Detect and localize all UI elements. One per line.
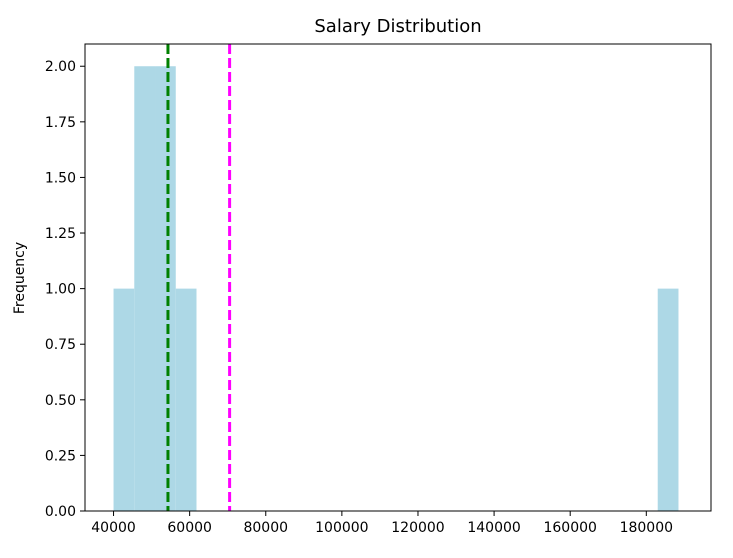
reference-lines-group xyxy=(166,44,232,511)
y-tick-label: 0.50 xyxy=(45,393,76,409)
x-tick-label: 80000 xyxy=(243,520,288,536)
x-tick-label: 160000 xyxy=(543,520,596,536)
y-tick-label: 0.75 xyxy=(45,337,76,353)
chart-title: Salary Distribution xyxy=(314,16,481,37)
x-tick-label: 120000 xyxy=(391,520,444,536)
y-tick-label: 1.75 xyxy=(45,115,76,131)
histogram-bar-4 xyxy=(657,288,679,511)
x-tick-label: 40000 xyxy=(91,520,136,536)
y-tick-label: 0.00 xyxy=(45,504,76,520)
y-tick-label: 1.00 xyxy=(45,282,76,298)
y-axis: 0.00 0.25 0.50 0.75 1.00 1.25 1.50 1.75 2.00 xyxy=(45,59,85,520)
bars-group xyxy=(113,66,679,511)
x-tick-label: 100000 xyxy=(315,520,368,536)
x-tick-label: 60000 xyxy=(167,520,212,536)
y-tick-label: 0.25 xyxy=(45,448,76,464)
plot-frame xyxy=(84,43,712,512)
x-tick-label: 180000 xyxy=(620,520,673,536)
y-tick-label: 1.25 xyxy=(45,226,76,242)
histogram-bar-2 xyxy=(155,66,176,511)
x-axis: 40000 60000 80000 100000 120000 140000 160000 1… xyxy=(91,511,673,536)
y-tick-label: 1.50 xyxy=(45,170,76,186)
y-axis-label: Frequency xyxy=(12,242,28,314)
x-tick-label: 140000 xyxy=(467,520,520,536)
histogram-bar-1 xyxy=(134,66,156,511)
histogram-bar-0 xyxy=(113,288,135,511)
histogram-bar-3 xyxy=(175,288,197,511)
y-tick-label: 2.00 xyxy=(45,59,76,75)
